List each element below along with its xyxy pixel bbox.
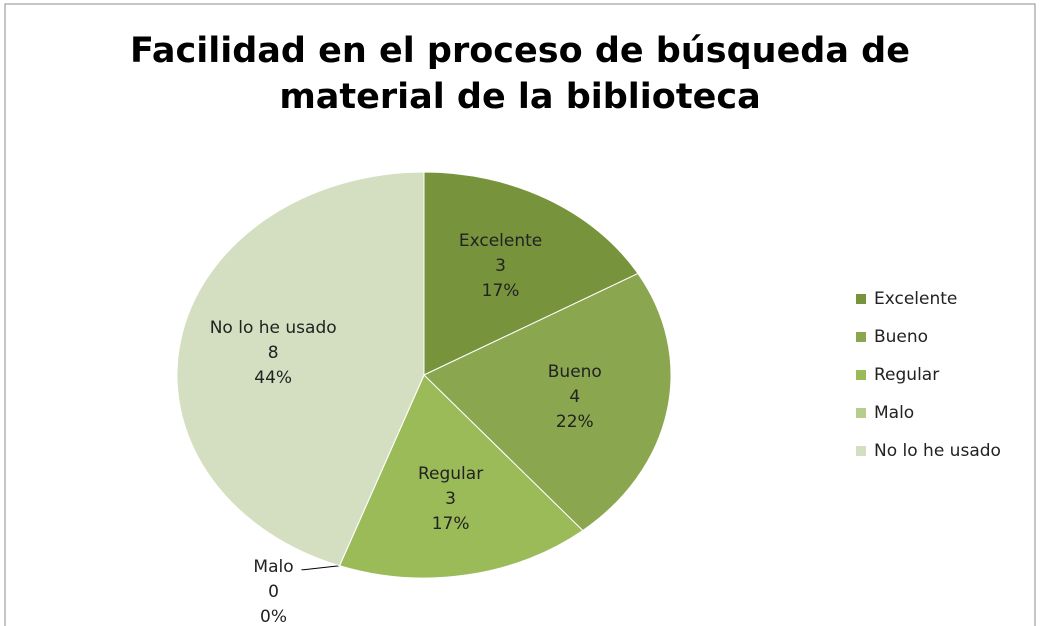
chart-title: Facilidad en el proceso de búsqueda de m…	[130, 31, 910, 117]
data-label-percent: 44%	[254, 368, 292, 388]
data-label-percent: 0%	[260, 607, 287, 626]
data-label-percent: 22%	[556, 412, 594, 432]
data-label-name: No lo he usado	[210, 318, 337, 338]
data-label-value: 3	[495, 256, 506, 276]
legend-swatch	[856, 294, 866, 304]
data-label-percent: 17%	[432, 514, 470, 534]
legend-swatch	[856, 446, 866, 456]
pie-slice	[423, 171, 639, 376]
legend-label: No lo he usado	[874, 441, 1001, 461]
pie-slice	[338, 374, 584, 579]
pie-slice	[176, 171, 425, 567]
data-label-value: 3	[445, 489, 456, 509]
data-label-percent: 17%	[482, 281, 520, 301]
data-label-value: 8	[268, 343, 279, 363]
pie-slice	[423, 272, 672, 532]
data-label-name: Bueno	[548, 362, 602, 382]
legend-swatch	[856, 332, 866, 342]
data-label-name: Excelente	[459, 231, 542, 251]
data-label-name: Malo	[253, 557, 293, 577]
chart-border	[4, 3, 1036, 626]
data-label-name: Regular	[418, 464, 483, 484]
legend-label: Excelente	[874, 289, 957, 309]
data-label-value: 4	[569, 387, 580, 407]
legend-swatch	[856, 370, 866, 380]
legend-swatch	[856, 408, 866, 418]
legend-label: Malo	[874, 403, 914, 423]
leader-line	[301, 565, 340, 571]
legend-label: Regular	[874, 365, 939, 385]
legend-label: Bueno	[874, 327, 928, 347]
data-label-value: 0	[268, 582, 279, 602]
